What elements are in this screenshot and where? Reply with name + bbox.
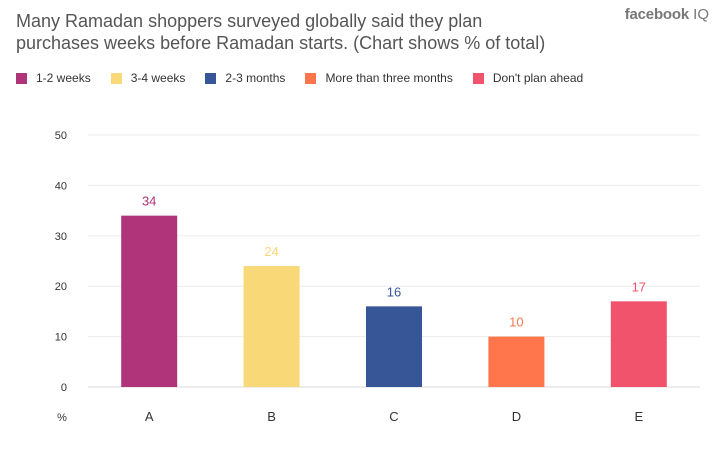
y-tick-label: 10 — [55, 332, 67, 344]
data-label: 10 — [509, 315, 523, 330]
data-label: 34 — [142, 194, 156, 209]
legend-swatch — [205, 72, 217, 84]
bars — [121, 215, 667, 387]
y-tick-label: 20 — [55, 281, 67, 293]
legend-swatch — [305, 72, 317, 84]
bar-e — [610, 301, 667, 387]
brand-suffix: IQ — [693, 6, 709, 23]
chart-title: Many Ramadan shoppers surveyed globally … — [16, 10, 616, 54]
bar-d — [488, 336, 545, 387]
legend-label: Don't plan ahead — [492, 71, 584, 85]
legend-item-dont-plan-ahead: Don't plan ahead — [472, 71, 584, 85]
legend: 1-2 weeks 3-4 weeks 2-3 months More than… — [16, 71, 603, 85]
data-label: 17 — [632, 279, 646, 294]
bar-c — [366, 306, 422, 387]
data-label: 24 — [264, 244, 278, 259]
data-labels: 34 24 16 10 17 — [142, 194, 646, 330]
chart-title-line-2: purchases weeks before Ramadan starts. (… — [16, 33, 546, 53]
legend-item-3-4-weeks: 3-4 weeks — [110, 71, 186, 85]
bar-a — [121, 215, 178, 387]
legend-item-1-2-weeks: 1-2 weeks — [16, 71, 91, 85]
brand-name: facebook — [624, 6, 689, 23]
bar-b — [243, 266, 300, 387]
legend-item-more-than-three-months: More than three months — [305, 71, 453, 85]
x-axis-categories: A B C D E — [145, 409, 644, 424]
y-axis-ticks: 0 10 20 30 40 50 — [55, 130, 67, 394]
y-tick-label: 30 — [55, 231, 67, 243]
y-tick-label: 50 — [55, 130, 67, 142]
x-category-label: E — [634, 409, 643, 424]
y-tick-label: 40 — [55, 180, 67, 192]
x-category-label: A — [145, 409, 154, 424]
legend-swatch — [16, 72, 27, 84]
x-category-label: D — [512, 409, 521, 424]
legend-label: 3-4 weeks — [130, 71, 186, 85]
legend-label: More than three months — [325, 71, 453, 85]
legend-swatch — [110, 72, 122, 84]
y-tick-label: 0 — [61, 382, 67, 394]
legend-item-2-3-months: 2-3 months — [205, 71, 285, 85]
x-category-label: C — [389, 409, 398, 424]
chart-title-line-1: Many Ramadan shoppers surveyed globally … — [16, 11, 483, 31]
brand-logo: facebook IQ — [625, 6, 709, 23]
data-label: 16 — [387, 284, 401, 299]
legend-label: 1-2 weeks — [36, 71, 91, 85]
legend-swatch — [472, 72, 484, 84]
legend-label: 2-3 months — [225, 71, 286, 85]
y-axis-unit-label: % — [57, 412, 67, 424]
x-category-label: B — [267, 409, 276, 424]
